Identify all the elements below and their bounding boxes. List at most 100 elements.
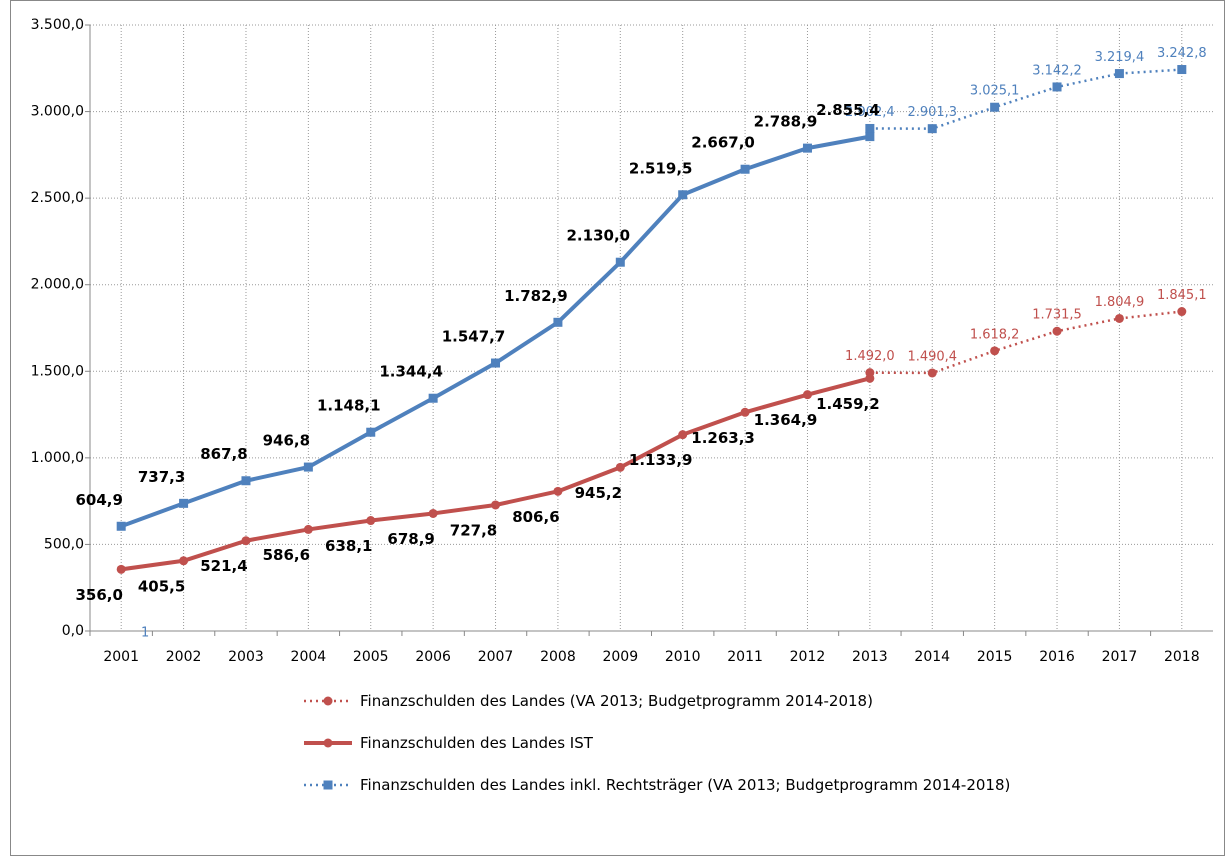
marker (241, 536, 251, 546)
marker (303, 462, 313, 472)
marker (241, 476, 251, 486)
legend: Finanzschulden des Landes (VA 2013; Budg… (300, 690, 1020, 816)
series: 1.492,0 1.490,4 1.618,2 1.731,5 1.804,9 1.845… (845, 288, 1207, 378)
marker (927, 368, 937, 378)
data-label: 1.459,2 (816, 395, 880, 413)
x-tick-label: 2006 (415, 649, 451, 665)
data-label: 727,8 (450, 521, 497, 539)
y-tick-label: 1.500,0 (31, 363, 84, 379)
x-tick-label: 2012 (790, 649, 826, 665)
marker (1052, 82, 1062, 92)
y-tick-label: 500,0 (44, 536, 84, 552)
x-tick-label: 2009 (602, 649, 638, 665)
marker (865, 123, 875, 133)
data-label: 2.788,9 (754, 113, 818, 131)
marker (865, 373, 875, 383)
marker (179, 556, 189, 566)
legend-marker (323, 780, 333, 790)
x-tick-label: 2008 (540, 649, 576, 665)
data-label: 356,0 (75, 586, 122, 604)
data-label: 586,6 (263, 546, 310, 564)
marker (990, 102, 1000, 112)
legend-swatch (304, 780, 352, 790)
y-tick-label: 2.000,0 (31, 277, 84, 293)
y-tick-label: 0,0 (62, 623, 84, 639)
marker (116, 564, 126, 574)
marker (553, 486, 563, 496)
data-label: 2.901,3 (907, 105, 957, 120)
marker (366, 516, 376, 526)
x-tick-label: 2016 (1039, 649, 1075, 665)
data-label: 1.618,2 (970, 327, 1020, 342)
series: 356,0 405,5 521,4 586,6 638,1 678,9 727,8 806,6… (75, 373, 880, 604)
marker (1052, 326, 1062, 336)
marker (615, 462, 625, 472)
x-tick-label: 2007 (478, 649, 514, 665)
data-label: 1.263,3 (691, 429, 755, 447)
data-label: 1.490,4 (907, 349, 957, 364)
data-label: 737,3 (138, 468, 185, 486)
marker (990, 346, 1000, 356)
legend-marker (323, 696, 333, 706)
x-tick-label: 2001 (103, 649, 139, 665)
legend-entry: Finanzschulden des Landes IST (300, 732, 1020, 754)
data-label: 3.219,4 (1095, 50, 1145, 65)
legend-entry: Finanzschulden des Landes (VA 2013; Budg… (300, 690, 1020, 712)
marker (678, 430, 688, 440)
legend-marker (323, 738, 333, 748)
data-label: 1.364,9 (754, 411, 818, 429)
data-label: 1.344,4 (379, 363, 443, 381)
y-tick-label: 1.000,0 (31, 450, 84, 466)
data-label: 3.025,1 (970, 84, 1020, 99)
marker (1114, 313, 1124, 323)
legend-label: Finanzschulden des Landes IST (360, 734, 593, 752)
data-label: 2.130,0 (567, 227, 631, 245)
marker (428, 508, 438, 518)
x-tick-label: 2013 (852, 649, 888, 665)
data-label: 2.902,4 (845, 105, 895, 120)
marker (1114, 69, 1124, 79)
marker (802, 390, 812, 400)
marker (740, 407, 750, 417)
data-label: 1.782,9 (504, 287, 568, 305)
y-tick-label: 3.500,0 (31, 17, 84, 33)
marker (678, 190, 688, 200)
x-tick-label: 2003 (228, 649, 264, 665)
data-label: 678,9 (387, 530, 434, 548)
x-tick-label: 2017 (1102, 649, 1138, 665)
data-label: 638,1 (325, 537, 372, 555)
data-label: 521,4 (200, 557, 247, 575)
marker (116, 521, 126, 531)
x-tick-label: 2018 (1164, 649, 1200, 665)
legend-swatch (304, 696, 352, 706)
data-label: 1.845,1 (1157, 288, 1207, 303)
legend-swatch (304, 738, 352, 748)
data-label: 1.148,1 (317, 397, 381, 415)
data-label: 3.142,2 (1032, 63, 1082, 78)
marker (927, 124, 937, 134)
data-label: 1.731,5 (1032, 308, 1082, 323)
data-label: 2.519,5 (629, 159, 693, 177)
marker (1177, 65, 1187, 75)
data-label: 1.547,7 (442, 328, 506, 346)
marker (615, 257, 625, 267)
data-label: 1.133,9 (629, 451, 693, 469)
marker (303, 524, 313, 534)
x-tick-label: 2005 (353, 649, 389, 665)
marker (1177, 307, 1187, 317)
data-label: 1.492,0 (845, 349, 895, 364)
legend-label: Finanzschulden des Landes inkl. Rechtstr… (360, 776, 1011, 794)
data-label: 405,5 (138, 577, 185, 595)
marker (366, 427, 376, 437)
x-tick-label: 2014 (914, 649, 950, 665)
series: 604,9 737,3 867,8 946,8 1.148,1 1.344,4 1.547,… (75, 101, 880, 531)
marker (740, 164, 750, 174)
chart-frame (10, 0, 1225, 856)
marker (179, 498, 189, 508)
y-tick-label: 3.000,0 (31, 104, 84, 120)
marker (865, 132, 875, 142)
marker (491, 500, 501, 510)
marker (491, 358, 501, 368)
